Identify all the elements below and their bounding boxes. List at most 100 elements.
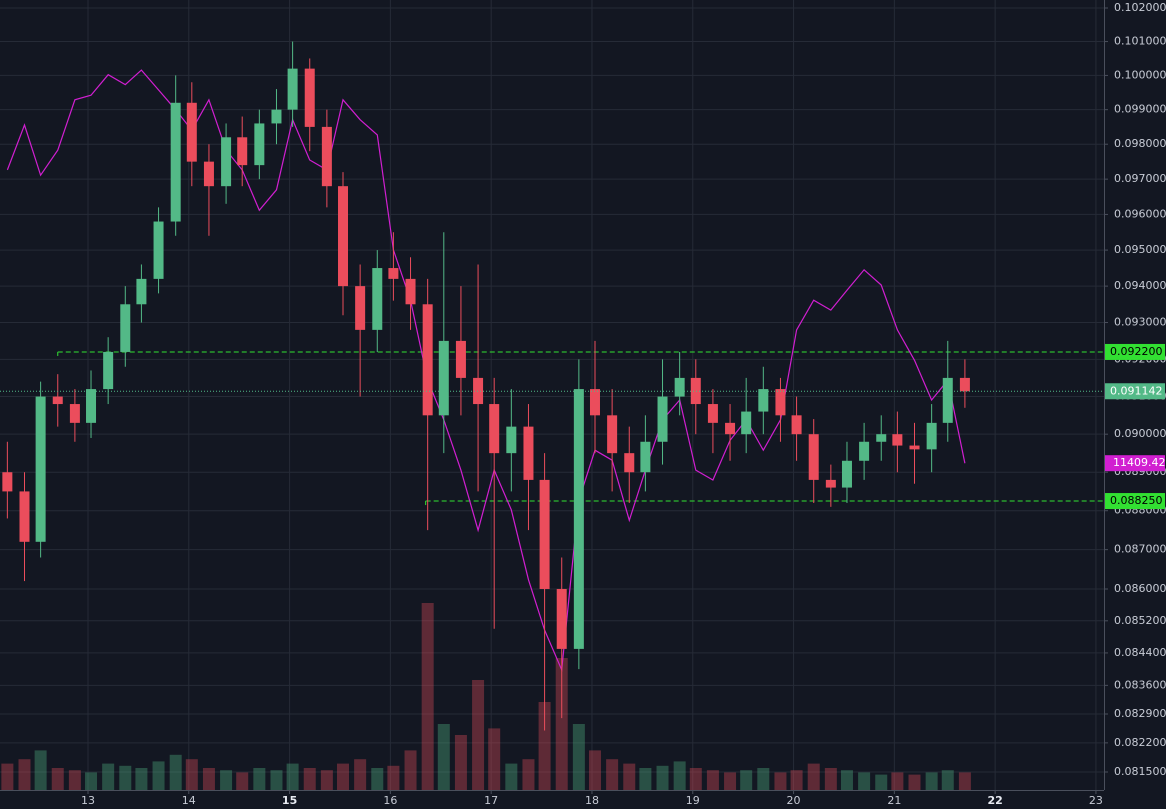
level-label-bg bbox=[1105, 493, 1165, 510]
y-tick-label: 0.095000 bbox=[1114, 243, 1166, 256]
volume-bar bbox=[774, 772, 787, 790]
candle-body bbox=[657, 396, 668, 442]
volume-bar bbox=[908, 774, 921, 790]
volume-bar bbox=[253, 768, 266, 790]
candle-body bbox=[607, 415, 618, 454]
volume-bar bbox=[572, 724, 585, 790]
volume-bar bbox=[337, 763, 350, 790]
candle-body bbox=[372, 268, 383, 330]
volume-bar bbox=[320, 770, 333, 790]
candle-body bbox=[909, 445, 920, 450]
volume-bar bbox=[925, 772, 938, 790]
x-tick-label: 19 bbox=[686, 794, 700, 807]
volume-bar bbox=[639, 768, 652, 790]
y-tick-label: 0.100000 bbox=[1114, 68, 1166, 81]
volume-bar bbox=[488, 728, 501, 790]
candle-body bbox=[624, 453, 635, 473]
candle-body bbox=[758, 389, 769, 412]
candle-body bbox=[170, 102, 181, 222]
candle-body bbox=[455, 340, 466, 378]
candle-body bbox=[523, 426, 534, 480]
volume-bar bbox=[724, 772, 737, 790]
y-tick-label: 0.085200 bbox=[1114, 614, 1166, 627]
candle-body bbox=[473, 377, 484, 405]
volume-bar bbox=[371, 768, 384, 790]
last-price-bg bbox=[1105, 383, 1165, 400]
last-price-label: 0.091142 bbox=[1110, 384, 1163, 397]
candle-body bbox=[35, 396, 46, 542]
volume-bar bbox=[270, 770, 283, 790]
volume-bar bbox=[505, 763, 518, 790]
candle-body bbox=[556, 588, 567, 649]
volume-bar bbox=[757, 768, 770, 790]
volume-bar bbox=[236, 772, 249, 790]
y-tick-label: 0.090000 bbox=[1114, 427, 1166, 440]
volume-bar bbox=[220, 770, 233, 790]
volume-bar bbox=[85, 772, 98, 790]
candle-body bbox=[203, 161, 214, 187]
volume-bar bbox=[941, 770, 954, 790]
y-tick-label: 0.082200 bbox=[1114, 736, 1166, 749]
volume-bar bbox=[354, 759, 367, 790]
y-tick-label: 0.082900 bbox=[1114, 707, 1166, 720]
candle-body bbox=[86, 389, 97, 423]
volume-bar bbox=[51, 768, 64, 790]
x-tick-label: 21 bbox=[887, 794, 901, 807]
candle-body bbox=[221, 137, 232, 187]
candle-body bbox=[271, 109, 282, 124]
volume-bar bbox=[673, 761, 686, 790]
candle-body bbox=[254, 123, 265, 166]
volume-bar bbox=[286, 763, 299, 790]
candle-body bbox=[69, 404, 80, 423]
candle-body bbox=[892, 434, 903, 446]
candle-body bbox=[153, 221, 164, 279]
candle-body bbox=[573, 389, 584, 649]
y-tick-label: 0.102000 bbox=[1114, 1, 1166, 14]
volume-bar bbox=[152, 761, 165, 790]
candle-body bbox=[791, 415, 802, 435]
level-label: 0.092200 bbox=[1110, 345, 1163, 358]
candle-body bbox=[775, 389, 786, 416]
x-tick-label: 22 bbox=[987, 794, 1002, 807]
y-tick-label: 0.094000 bbox=[1114, 279, 1166, 292]
candle-body bbox=[388, 268, 399, 279]
volume-bar bbox=[387, 765, 400, 790]
x-tick-label: 13 bbox=[81, 794, 95, 807]
volume-bar bbox=[790, 770, 803, 790]
x-tick-label: 20 bbox=[787, 794, 801, 807]
volume-bar bbox=[555, 658, 568, 790]
x-tick-label: 16 bbox=[383, 794, 397, 807]
volume-bar bbox=[740, 770, 753, 790]
y-tick-label: 0.083600 bbox=[1114, 678, 1166, 691]
y-tick-label: 0.087000 bbox=[1114, 543, 1166, 556]
volume-bar bbox=[958, 772, 971, 790]
volume-bar bbox=[588, 750, 601, 790]
volume-bar bbox=[824, 768, 837, 790]
candle-body bbox=[321, 126, 332, 187]
volume-bar bbox=[437, 724, 450, 790]
candle-body bbox=[539, 479, 550, 589]
x-tick-label: 23 bbox=[1089, 794, 1103, 807]
x-tick-label: 17 bbox=[484, 794, 498, 807]
volume-bar bbox=[1, 763, 14, 790]
level-label: 0.088250 bbox=[1110, 494, 1163, 507]
candle-body bbox=[876, 434, 887, 442]
volume-bar bbox=[303, 768, 316, 790]
y-tick-label: 0.084400 bbox=[1114, 646, 1166, 659]
plot bbox=[0, 41, 1104, 731]
volume-bar bbox=[202, 768, 215, 790]
candle-body bbox=[859, 441, 870, 461]
candle-body bbox=[674, 377, 685, 397]
candle-body bbox=[136, 278, 147, 305]
candle-body bbox=[304, 68, 315, 127]
overlay-value-bg bbox=[1105, 455, 1165, 472]
volume-bar bbox=[185, 759, 198, 790]
volume-bar bbox=[454, 735, 467, 790]
candle-body bbox=[52, 396, 63, 405]
y-tick-label: 0.097000 bbox=[1114, 172, 1166, 185]
axes: 0.102000 0.101000 0.100000 0.099000 0.098000… bbox=[81, 1, 1166, 807]
candle-body bbox=[287, 68, 298, 110]
candle-body bbox=[741, 411, 752, 435]
volume-bar bbox=[875, 774, 888, 790]
candle-body bbox=[422, 304, 433, 416]
